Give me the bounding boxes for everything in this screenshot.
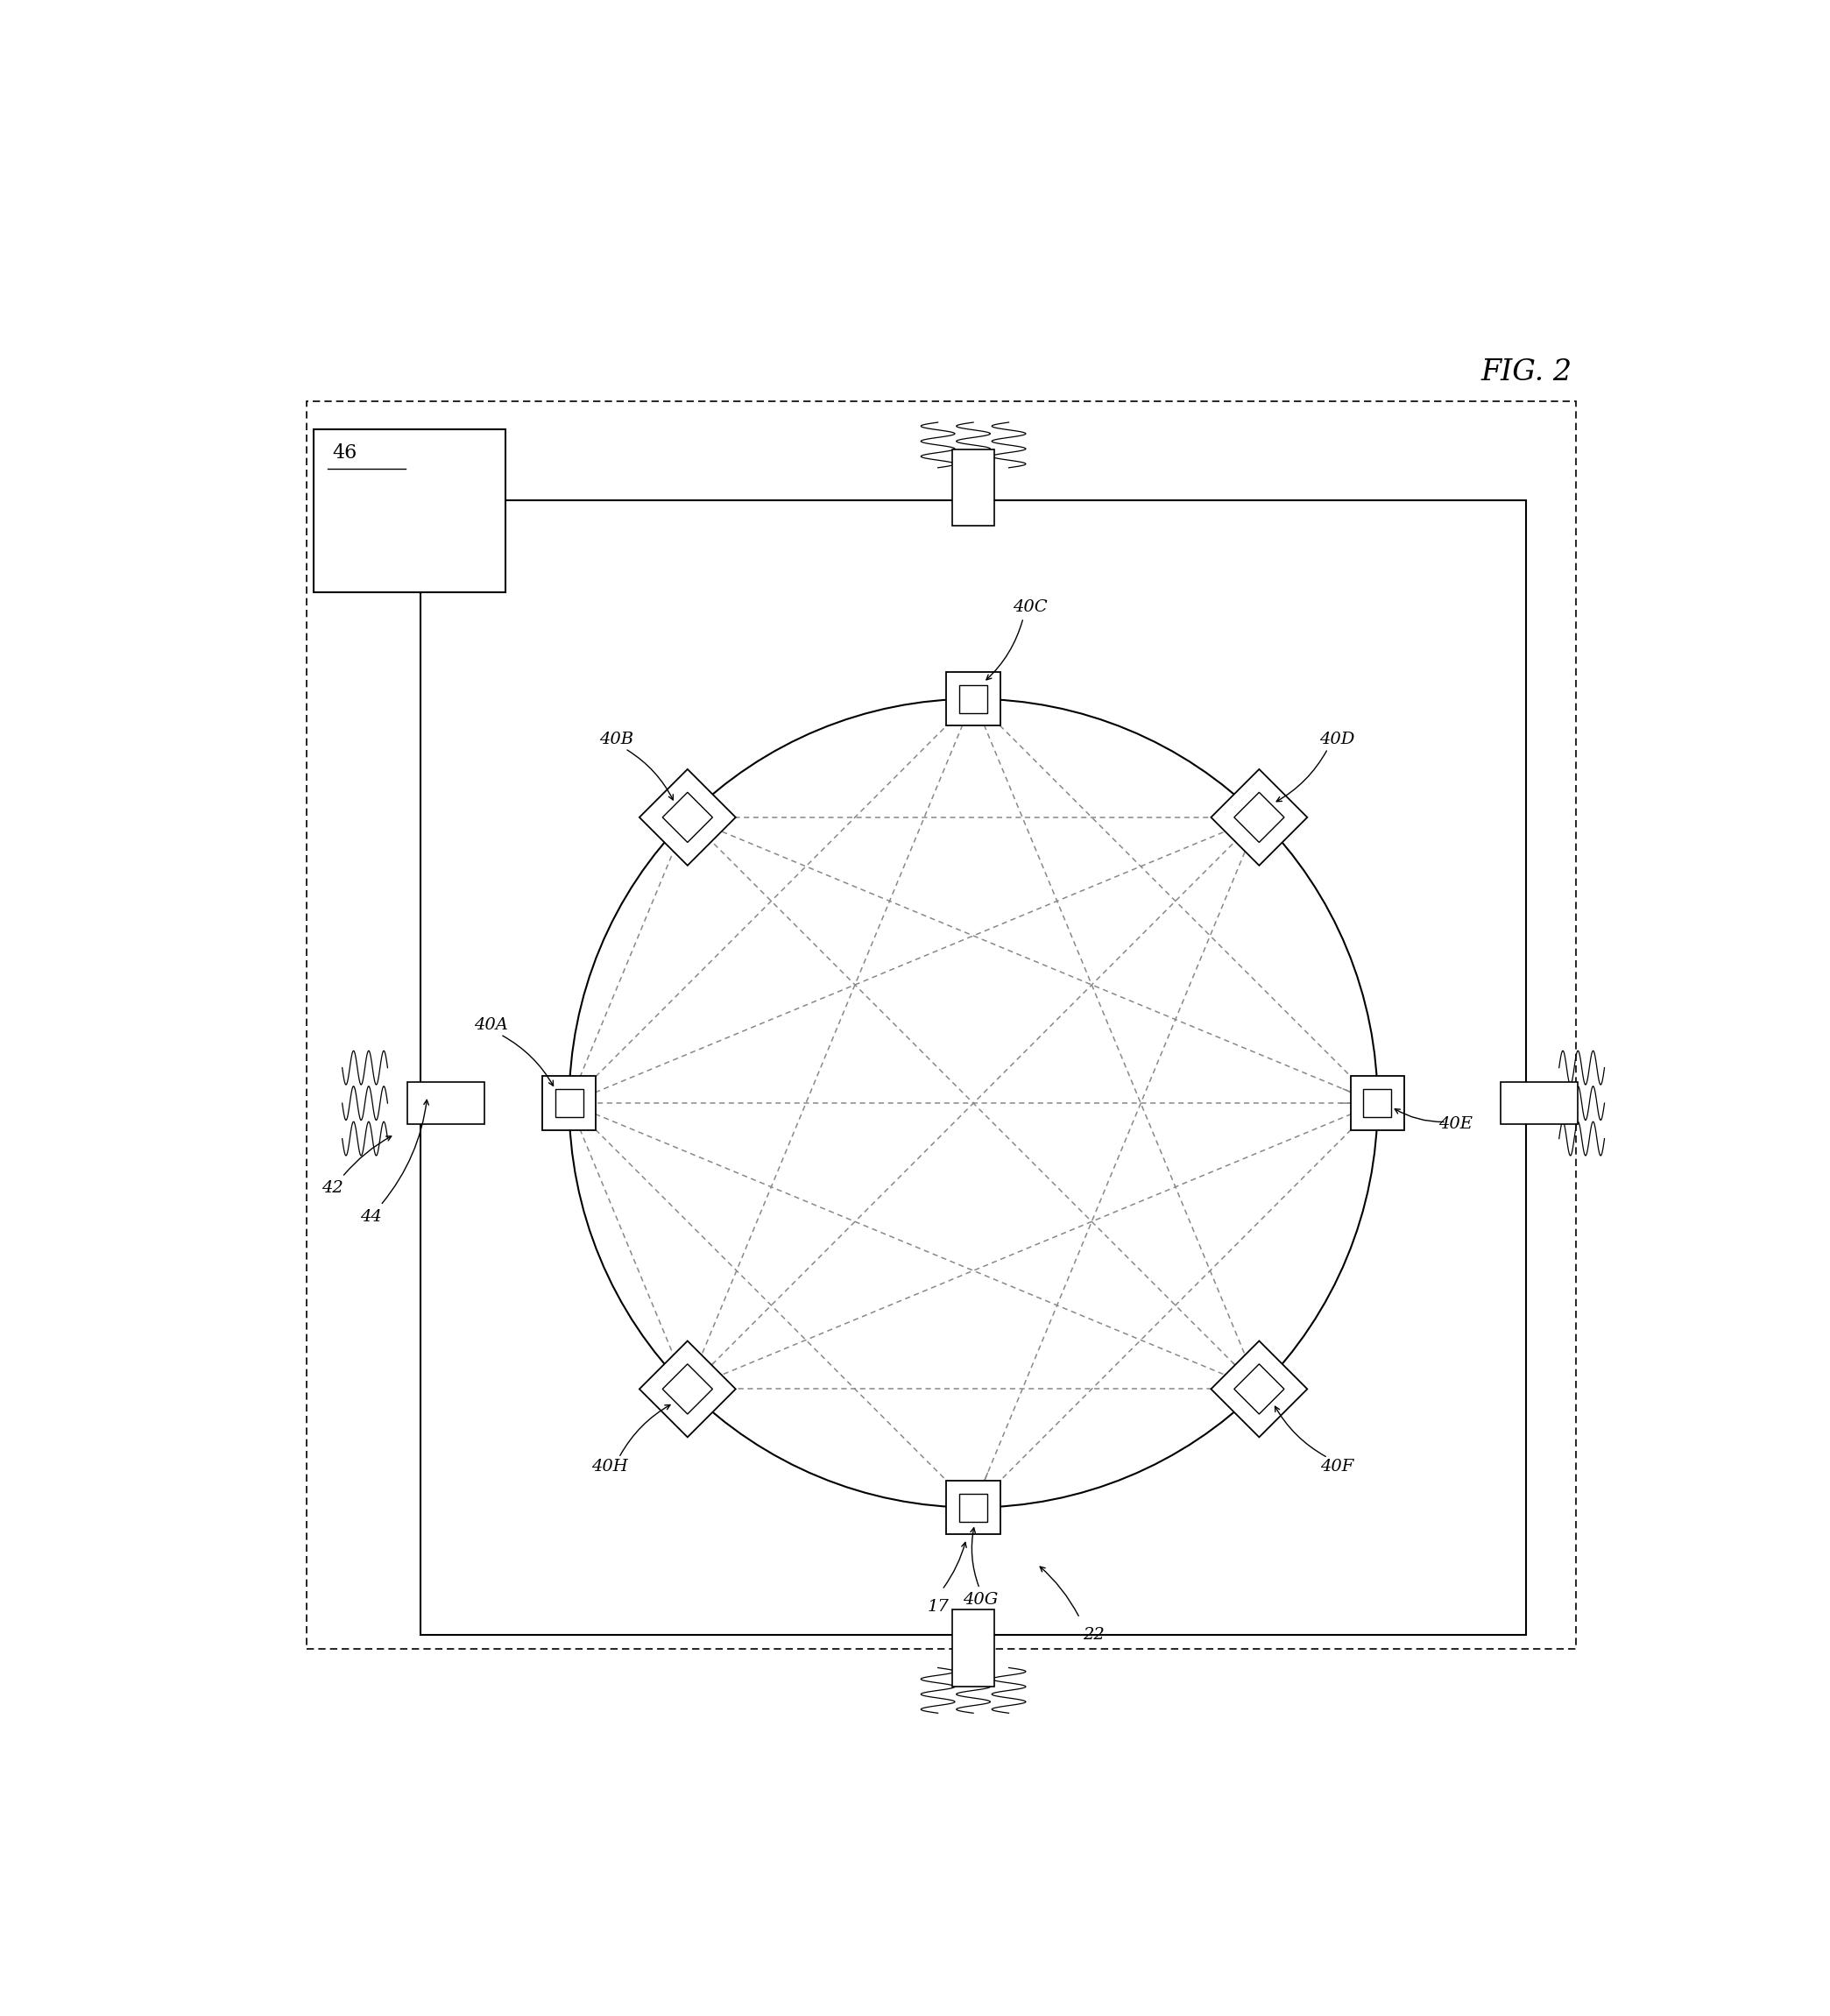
Bar bbox=[946, 1480, 1001, 1534]
Bar bbox=[662, 792, 712, 843]
Text: FIG. 2: FIG. 2 bbox=[1480, 359, 1572, 387]
Text: 40A: 40A bbox=[474, 1018, 509, 1032]
Bar bbox=[1351, 1077, 1404, 1131]
Text: 40E: 40E bbox=[1438, 1117, 1473, 1133]
Bar bbox=[542, 1077, 597, 1131]
Text: 17: 17 bbox=[928, 1599, 948, 1615]
Bar bbox=[408, 1083, 483, 1125]
Bar bbox=[1233, 1365, 1285, 1413]
Bar bbox=[1501, 1083, 1577, 1125]
Text: 22: 22 bbox=[1083, 1627, 1105, 1643]
Bar bbox=[1233, 792, 1285, 843]
Bar bbox=[662, 1365, 712, 1413]
Bar bbox=[952, 1609, 996, 1685]
Bar bbox=[639, 1341, 736, 1437]
Text: 40H: 40H bbox=[591, 1460, 628, 1476]
Bar bbox=[307, 401, 1576, 1649]
Bar bbox=[1211, 1341, 1307, 1437]
Bar bbox=[952, 450, 996, 526]
Bar bbox=[946, 671, 1001, 726]
Text: 40C: 40C bbox=[1012, 599, 1047, 615]
Bar bbox=[554, 1089, 584, 1117]
Text: 40G: 40G bbox=[963, 1593, 997, 1607]
Text: 42: 42 bbox=[322, 1181, 342, 1195]
Text: 40D: 40D bbox=[1319, 732, 1354, 748]
Bar bbox=[421, 500, 1526, 1635]
Bar bbox=[959, 1494, 988, 1522]
Bar bbox=[1363, 1089, 1391, 1117]
Text: 40F: 40F bbox=[1321, 1460, 1354, 1476]
Bar bbox=[959, 685, 988, 714]
Text: 46: 46 bbox=[333, 444, 357, 464]
Text: 44: 44 bbox=[361, 1210, 381, 1224]
Bar bbox=[639, 770, 736, 865]
Bar bbox=[1211, 770, 1307, 865]
Bar bbox=[315, 429, 505, 593]
Text: 40B: 40B bbox=[600, 732, 633, 748]
